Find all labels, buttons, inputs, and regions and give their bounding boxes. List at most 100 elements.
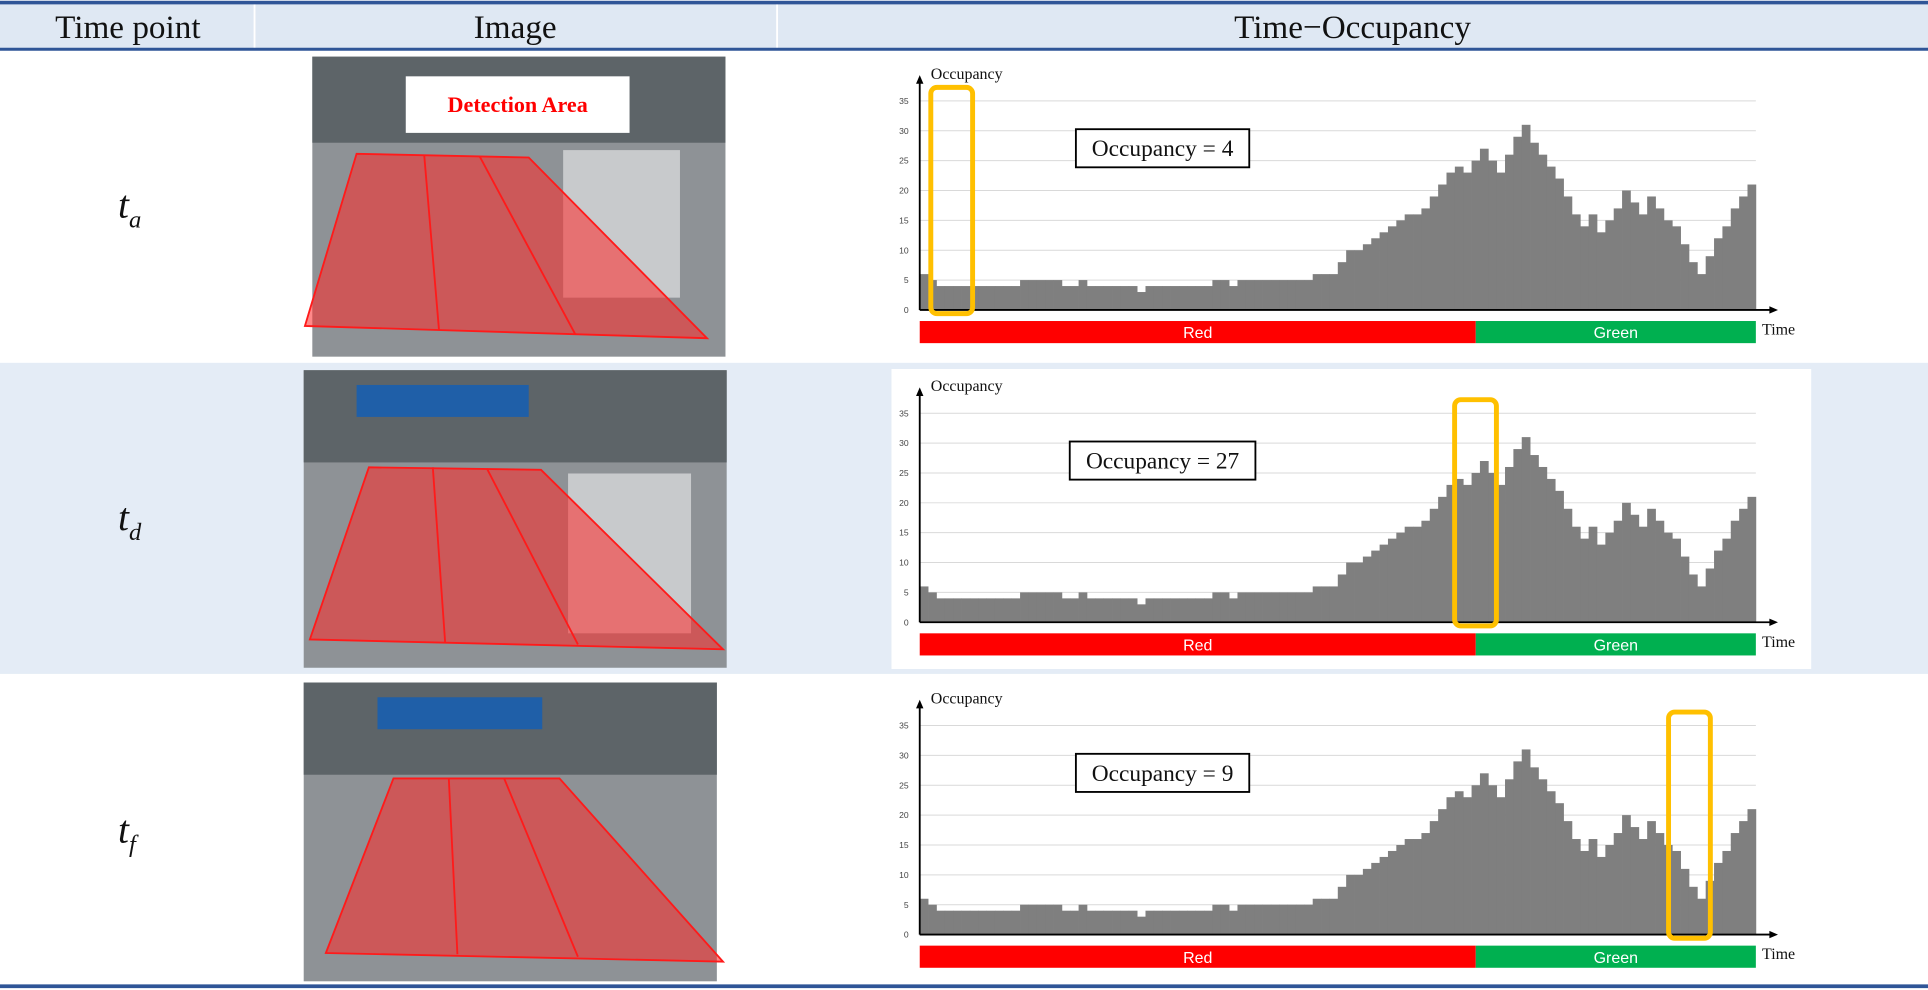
bar: [978, 598, 987, 623]
bar: [1237, 904, 1247, 935]
bar: [1438, 184, 1447, 310]
bar: [1714, 550, 1723, 623]
bar: [1747, 809, 1757, 935]
bar: [1546, 791, 1556, 935]
annotation: Occupancy = 4: [1092, 136, 1234, 162]
bar: [1471, 160, 1481, 310]
bar: [1463, 797, 1472, 935]
bar: [1153, 910, 1163, 935]
bar: [1496, 797, 1506, 935]
y-tick-label: 5: [904, 900, 909, 910]
bar: [953, 286, 962, 310]
header-bg: [0, 2, 1928, 50]
bar: [1463, 484, 1472, 623]
bar: [986, 910, 996, 935]
phase-label: Red: [1183, 638, 1212, 655]
y-tick-label: 20: [899, 498, 909, 508]
y-tick-label: 10: [899, 245, 909, 255]
bar: [994, 286, 1004, 310]
bar: [1279, 904, 1288, 935]
phase-bar: [919, 321, 1476, 344]
bar: [1204, 598, 1213, 623]
bar: [1337, 574, 1347, 623]
bar: [1563, 196, 1573, 310]
bar: [1429, 821, 1439, 935]
bar: [1421, 833, 1431, 935]
bar: [1078, 592, 1088, 623]
bar: [986, 286, 996, 310]
bar: [1003, 910, 1013, 935]
bar: [1647, 196, 1656, 310]
bar: [1496, 484, 1506, 623]
bar: [1103, 598, 1113, 623]
bar: [1053, 592, 1063, 623]
bar: [994, 910, 1004, 935]
bar: [1329, 274, 1339, 310]
bar: [969, 598, 979, 623]
bar: [1321, 274, 1330, 310]
y-tick-label: 25: [899, 468, 909, 478]
chart-panel: [891, 368, 1812, 669]
bar: [1354, 874, 1364, 935]
bar: [1304, 904, 1314, 935]
bar: [1178, 910, 1188, 935]
bar: [1086, 910, 1096, 935]
bar: [1638, 214, 1648, 310]
bar: [1546, 478, 1556, 623]
bar: [1178, 286, 1188, 310]
bar: [1555, 490, 1564, 623]
bar: [1521, 749, 1531, 935]
bar: [1513, 449, 1523, 623]
y-tick-label: 5: [904, 587, 909, 597]
bar: [1262, 904, 1272, 935]
bar: [1622, 190, 1631, 310]
phase-label: Green: [1594, 638, 1638, 655]
highlight-box: [1452, 397, 1499, 629]
bar: [1162, 286, 1171, 310]
bar: [1613, 520, 1623, 623]
bar: [936, 910, 946, 935]
phase-bar: [1475, 633, 1756, 656]
bar: [1145, 910, 1155, 935]
bar: [919, 586, 929, 623]
bar: [1413, 839, 1422, 935]
bar: [1270, 592, 1280, 623]
bar: [1714, 238, 1723, 310]
bar: [928, 904, 937, 935]
bar: [1354, 562, 1364, 623]
bar: [1346, 874, 1355, 935]
bar: [1697, 586, 1707, 623]
y-tick-label: 30: [899, 126, 909, 136]
bar: [1153, 598, 1163, 623]
bar: [1204, 286, 1213, 310]
bar: [1747, 184, 1757, 310]
bar: [1321, 586, 1330, 623]
bar: [1488, 160, 1498, 310]
bar: [1580, 850, 1590, 935]
bar: [1020, 592, 1029, 623]
bar: [1070, 910, 1079, 935]
bar: [1354, 250, 1364, 310]
bar: [1505, 466, 1514, 623]
bar: [1680, 244, 1690, 310]
bar: [1622, 502, 1631, 623]
bar: [1011, 910, 1021, 935]
bar: [1078, 904, 1088, 935]
bar: [1488, 472, 1498, 623]
bar: [1404, 839, 1414, 935]
bar: [1187, 286, 1197, 310]
phase-bar: [919, 633, 1476, 656]
bar: [1028, 280, 1038, 310]
bar: [1580, 538, 1590, 623]
bar: [1571, 526, 1581, 623]
y-tick-label: 0: [904, 617, 909, 627]
time-point: tf: [118, 807, 139, 858]
bar: [1747, 496, 1757, 623]
bar: [1128, 598, 1138, 623]
bar: [1371, 862, 1380, 935]
bar: [1304, 592, 1314, 623]
bar: [936, 598, 946, 623]
bar: [1045, 592, 1054, 623]
bar: [1011, 598, 1021, 623]
